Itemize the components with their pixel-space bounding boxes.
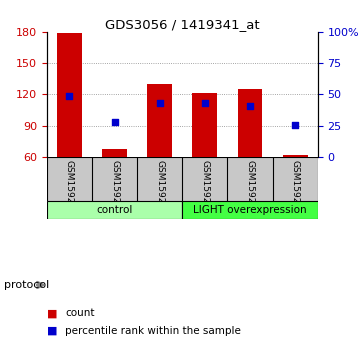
Point (67, 94, 73, 99)
Bar (57, 33, 82, 157)
Bar (182, 201, 318, 219)
Text: ■: ■ (47, 326, 57, 336)
Text: GSM159284: GSM159284 (291, 160, 300, 215)
Text: count: count (65, 308, 95, 318)
Text: GSM159279: GSM159279 (65, 160, 74, 215)
Text: percentile rank within the sample: percentile rank within the sample (65, 326, 241, 336)
Point (247, 103, 253, 109)
Bar (147, 84, 172, 157)
Point (202, 100, 208, 105)
Point (112, 119, 118, 124)
Title: GDS3056 / 1419341_at: GDS3056 / 1419341_at (105, 18, 260, 31)
Bar (102, 149, 127, 157)
Text: protocol: protocol (4, 280, 49, 290)
Point (292, 122, 298, 127)
Text: GSM159283: GSM159283 (245, 160, 255, 215)
Text: GSM159282: GSM159282 (200, 160, 209, 215)
Text: control: control (96, 205, 133, 215)
Text: GSM159281: GSM159281 (155, 160, 164, 215)
Point (157, 100, 162, 105)
Bar (283, 155, 308, 157)
Text: GSM159280: GSM159280 (110, 160, 119, 215)
Text: ■: ■ (47, 308, 57, 318)
Bar (47, 201, 182, 219)
Bar (238, 89, 262, 157)
Bar (192, 93, 217, 157)
Text: LIGHT overexpression: LIGHT overexpression (193, 205, 307, 215)
